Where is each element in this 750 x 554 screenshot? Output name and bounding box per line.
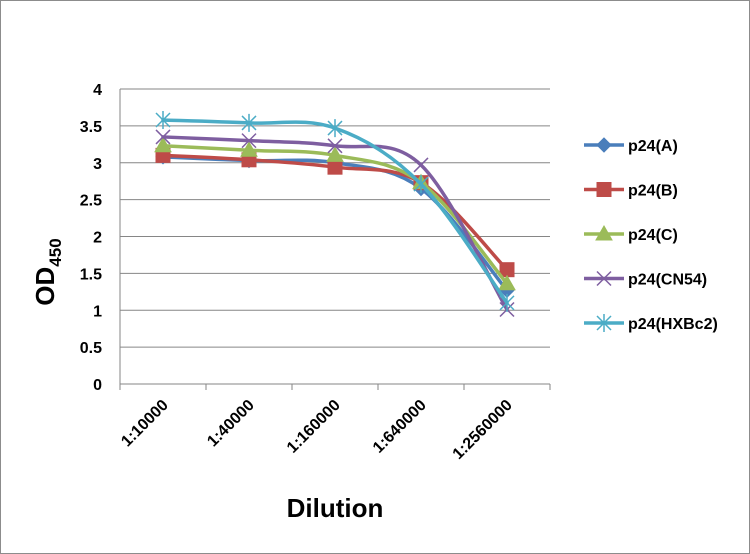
y-tick-label: 0: [93, 377, 102, 394]
data-point-triangle: [595, 224, 613, 241]
x-axis-ticks: 1:10000 1:40000 1:160000 1:640000 1:2560000: [118, 397, 516, 463]
data-point-x: [241, 133, 257, 149]
data-point-square: [499, 262, 515, 278]
y-tick-label: 1.5: [80, 266, 102, 283]
series-line: [161, 118, 509, 305]
x-tick-label: 1:10000: [118, 397, 172, 451]
legend: p24(A) p24(B) p24(C) p24(CN54) p24(HXBc2): [584, 137, 718, 333]
y-tick-label: 3: [93, 156, 102, 173]
x-tick-label: 1:40000: [204, 397, 258, 451]
legend-label: p24(CN54): [628, 272, 707, 289]
data-point-triangle: [498, 274, 516, 291]
data-point-star: [155, 110, 171, 129]
data-point-triangle: [154, 136, 172, 153]
y-axis-title-subscript: 450: [46, 238, 65, 266]
legend-entry: p24(C): [584, 224, 678, 244]
legend-label: p24(C): [628, 227, 678, 244]
data-point-x: [413, 157, 429, 173]
data-point-star: [413, 175, 429, 194]
x-tick-label: 1:2560000: [450, 397, 516, 463]
legend-entry: p24(B): [584, 182, 678, 200]
data-point-diamond: [596, 137, 612, 153]
legend-entry: p24(HXBc2): [584, 314, 718, 333]
legend-entry: p24(CN54): [584, 270, 707, 289]
legend-label: p24(B): [628, 183, 678, 200]
y-tick-label: 4: [93, 82, 102, 99]
series-line: [161, 155, 509, 293]
x-tick-label: 1:640000: [370, 397, 430, 457]
y-tick-label: 0.5: [80, 340, 102, 357]
y-tick-label: 2: [93, 230, 102, 247]
x-tick-label: 1:160000: [284, 397, 344, 457]
y-axis-ticks: 0 0.5 1 1.5 2 2.5 3 3.5 4: [80, 82, 102, 394]
data-point-square: [596, 182, 612, 197]
y-tick-label: 3.5: [80, 119, 102, 136]
series-group: [154, 110, 516, 318]
data-point-star: [499, 293, 515, 312]
y-tick-label: 1: [93, 303, 102, 320]
legend-label: p24(HXBc2): [628, 316, 718, 333]
legend-entry: p24(A): [584, 137, 678, 155]
series-p24-hxbc2-: [155, 110, 515, 312]
data-point-x: [596, 270, 612, 287]
series-p24-b-: [155, 147, 515, 278]
data-point-star: [327, 119, 343, 138]
legend-label: p24(A): [628, 138, 678, 155]
gridlines: [119, 88, 551, 390]
series-line: [161, 135, 509, 312]
y-axis-title: OD450: [30, 238, 65, 305]
data-point-star: [241, 113, 257, 132]
data-point-star: [596, 314, 612, 332]
x-axis-title: Dilution: [287, 493, 384, 523]
data-point-x: [155, 129, 171, 145]
y-tick-label: 2.5: [80, 193, 102, 210]
data-point-triangle: [240, 141, 258, 157]
data-point-x: [327, 138, 343, 154]
data-point-square: [327, 159, 343, 175]
data-point-triangle: [326, 146, 344, 162]
y-axis-title-main: OD: [30, 267, 60, 306]
